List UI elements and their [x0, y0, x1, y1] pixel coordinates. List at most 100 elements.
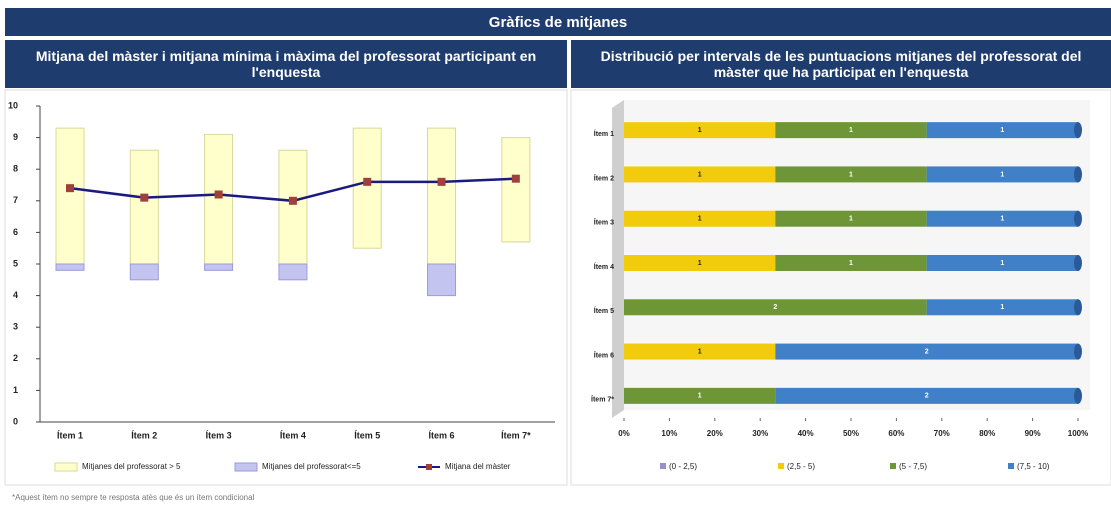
x-tick-label: 60% — [888, 429, 904, 438]
mean-marker — [511, 174, 520, 183]
bar-segment — [624, 210, 776, 227]
value-label: 1 — [849, 216, 853, 223]
value-label: 1 — [698, 127, 702, 134]
mean-marker — [437, 177, 446, 186]
range-bar — [352, 127, 382, 249]
value-label: 1 — [849, 127, 853, 134]
value-label: 1 — [849, 171, 853, 178]
y-tick-label: 6 — [13, 227, 18, 237]
mean-marker — [363, 177, 372, 186]
x-tick-label: 50% — [843, 429, 859, 438]
legend-swatch — [1008, 463, 1014, 469]
mean-marker — [288, 196, 297, 205]
legend-label: Mitjanes del professorat<=5 — [262, 462, 361, 471]
value-label: 1 — [698, 260, 702, 267]
legend-swatch — [660, 463, 666, 469]
bar-segment — [775, 166, 927, 183]
y-tick-label: 2 — [13, 353, 18, 363]
y-tick-label: Ítem 7* — [591, 395, 614, 404]
x-tick-label: Ítem 3 — [206, 430, 232, 440]
bar-segment — [775, 343, 1078, 360]
mean-marker — [214, 190, 223, 199]
range-bar — [204, 263, 234, 271]
y-tick-label: Ítem 1 — [594, 129, 614, 138]
range-bar — [204, 133, 234, 265]
bar-segment — [926, 166, 1078, 183]
bar-cap — [1074, 255, 1082, 271]
value-label: 1 — [1000, 216, 1004, 223]
x-tick-label: 80% — [979, 429, 995, 438]
x-tick-label: Ítem 1 — [57, 430, 83, 440]
x-tick-label: Ítem 4 — [280, 430, 306, 440]
side-wall — [612, 100, 624, 418]
y-tick-label: 9 — [13, 132, 18, 142]
y-tick-label: 1 — [13, 385, 18, 395]
value-label: 1 — [1000, 260, 1004, 267]
mean-marker — [140, 193, 149, 202]
range-bar — [129, 263, 159, 281]
x-tick-label: Ítem 5 — [354, 430, 380, 440]
mean-marker — [66, 184, 74, 193]
x-tick-label: 0% — [618, 429, 630, 438]
bar-segment — [926, 210, 1078, 227]
bar-segment — [624, 166, 776, 183]
range-bar — [427, 127, 457, 265]
bar-segment — [624, 255, 776, 271]
range-bar — [427, 263, 457, 297]
bar-segment — [775, 255, 927, 271]
x-tick-label: 30% — [752, 429, 768, 438]
value-label: 1 — [698, 348, 702, 355]
y-tick-label: 5 — [13, 258, 18, 268]
bar-segment — [624, 343, 776, 360]
bar-cap — [1074, 166, 1082, 183]
left-title: Mitjana del màster i mitjana mínima i mà… — [5, 40, 567, 88]
bar-segment — [624, 122, 776, 139]
y-tick-label: Ítem 3 — [594, 218, 614, 227]
bar-segment — [775, 387, 1078, 404]
bar-segment — [926, 122, 1078, 139]
legend-swatch — [778, 463, 784, 469]
y-tick-label: 3 — [13, 322, 18, 332]
x-tick-label: 40% — [798, 429, 814, 438]
right-title: Distribució per intervals de les puntuac… — [571, 40, 1111, 88]
value-label: 1 — [698, 171, 702, 178]
bar-cap — [1074, 387, 1082, 404]
bar-cap — [1074, 210, 1082, 227]
legend-label: (5 - 7,5) — [899, 462, 927, 471]
range-bar — [501, 137, 531, 243]
left-panel — [4, 89, 568, 486]
range-bar — [55, 263, 85, 271]
y-tick-label: Ítem 2 — [594, 173, 614, 182]
value-label: 1 — [698, 393, 702, 400]
range-bar — [278, 263, 308, 281]
value-label: 1 — [1000, 127, 1004, 134]
x-tick-label: 10% — [661, 429, 677, 438]
legend-label: Mitjanes del professorat > 5 — [82, 462, 181, 471]
bar-segment — [624, 387, 776, 404]
x-tick-label: 100% — [1068, 429, 1088, 438]
y-tick-label: 0 — [13, 416, 18, 426]
x-tick-label: 20% — [707, 429, 723, 438]
y-tick-label: 4 — [13, 290, 18, 300]
value-label: 2 — [925, 348, 929, 355]
y-tick-label: 8 — [13, 164, 18, 174]
value-label: 1 — [1000, 304, 1004, 311]
bar-segment — [775, 122, 927, 139]
range-bar — [278, 149, 308, 265]
value-label: 1 — [698, 216, 702, 223]
value-label: 1 — [1000, 171, 1004, 178]
bar-segment — [926, 255, 1078, 271]
x-tick-label: Ítem 7* — [501, 430, 531, 440]
x-tick-label: Ítem 2 — [131, 430, 157, 440]
y-tick-label: Ítem 6 — [594, 350, 614, 359]
legend-label: Mitjana del màster — [445, 462, 511, 471]
x-tick-label: 90% — [1025, 429, 1041, 438]
bar-cap — [1074, 299, 1082, 316]
value-label: 2 — [925, 393, 929, 400]
value-label: 1 — [849, 260, 853, 267]
legend-swatch — [890, 463, 896, 469]
y-tick-label: Ítem 4 — [594, 262, 614, 271]
bar-cap — [1074, 343, 1082, 360]
